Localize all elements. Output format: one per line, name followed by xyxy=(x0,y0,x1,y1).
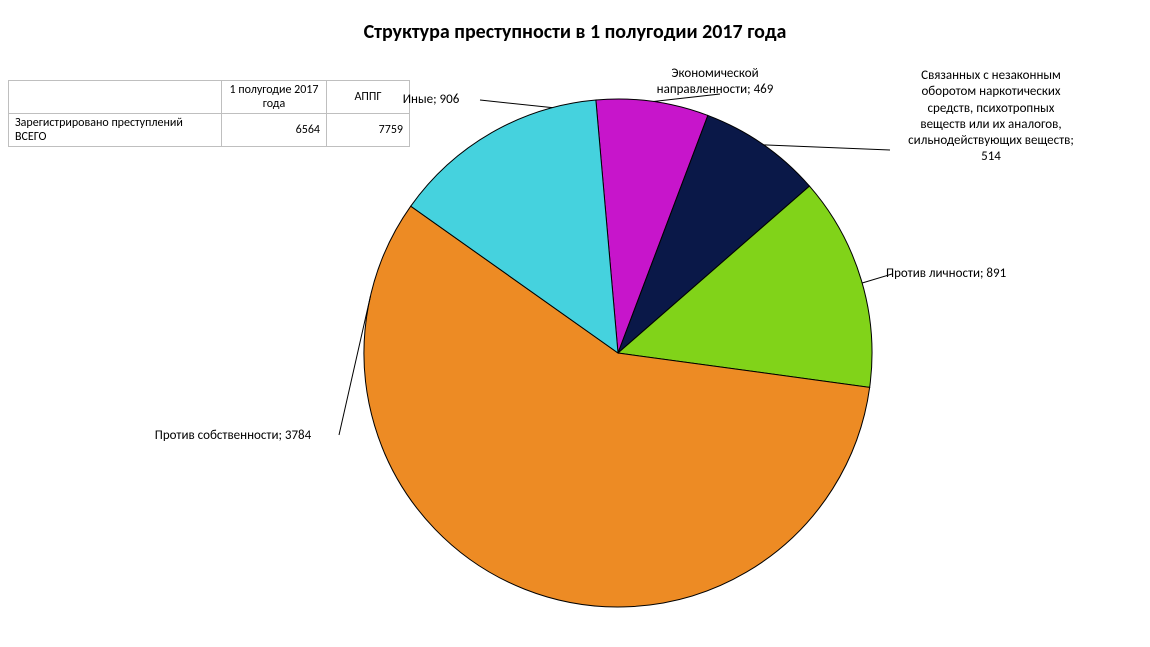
leader-line xyxy=(653,94,720,101)
leader-line xyxy=(764,145,890,150)
leader-line xyxy=(480,100,552,108)
leader-line xyxy=(862,274,892,283)
pie-chart xyxy=(0,0,1150,647)
